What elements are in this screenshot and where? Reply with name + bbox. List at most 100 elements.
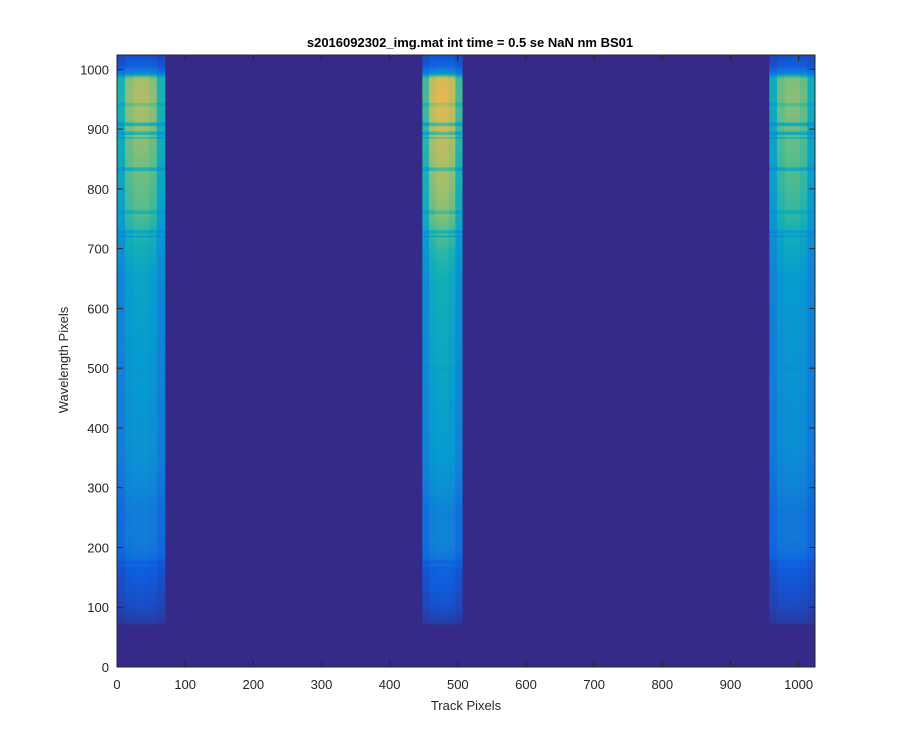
heatmap-cell xyxy=(428,147,437,150)
heatmap-cell xyxy=(422,258,430,261)
heatmap-cell xyxy=(784,620,793,623)
heatmap-cell xyxy=(442,505,450,509)
heatmap-cell xyxy=(140,112,150,116)
heatmap-cell xyxy=(455,604,463,607)
heatmap-cell xyxy=(448,121,456,125)
heatmap-cell xyxy=(792,311,801,315)
heatmap-cell xyxy=(148,329,158,333)
heatmap-cell xyxy=(784,424,793,428)
heatmap-cell xyxy=(455,276,463,279)
heatmap-cell xyxy=(776,435,786,439)
heatmap-cell xyxy=(428,401,437,405)
heatmap-cell xyxy=(156,430,166,433)
heatmap-cell xyxy=(140,209,150,213)
heatmap-cell xyxy=(448,564,456,568)
heatmap-cell xyxy=(422,252,430,256)
heatmap-cell xyxy=(140,616,150,620)
heatmap-cell xyxy=(124,213,134,216)
heatmap-cell xyxy=(422,563,430,566)
heatmap-cell xyxy=(442,168,450,171)
heatmap-cell xyxy=(799,584,808,587)
heatmap-cell xyxy=(428,502,437,505)
heatmap-cell xyxy=(455,615,463,618)
heatmap-cell xyxy=(435,288,443,292)
heatmap-cell xyxy=(455,311,463,315)
heatmap-cell xyxy=(455,236,463,240)
heatmap-cell xyxy=(455,134,463,137)
heatmap-cell xyxy=(455,98,463,102)
heatmap-cell xyxy=(124,505,134,509)
heatmap-cell xyxy=(117,220,126,223)
heatmap-cell xyxy=(776,414,786,417)
heatmap-cell xyxy=(442,550,450,553)
heatmap-cell xyxy=(442,267,450,270)
heatmap-cell xyxy=(124,575,134,578)
heatmap-cell xyxy=(148,306,158,309)
heatmap-cell xyxy=(455,206,463,209)
heatmap-cell xyxy=(807,451,815,455)
heatmap-cell xyxy=(435,505,443,509)
heatmap-cell xyxy=(148,424,158,428)
heatmap-cell xyxy=(807,480,815,483)
heatmap-cell xyxy=(140,193,150,197)
heatmap-cell xyxy=(140,351,150,354)
heatmap-cell xyxy=(428,138,437,141)
heatmap-cell xyxy=(455,480,463,483)
heatmap-cell xyxy=(132,584,142,587)
heatmap-cell xyxy=(132,485,142,489)
heatmap-cell xyxy=(117,408,126,412)
heatmap-cell xyxy=(442,502,450,505)
heatmap-cell xyxy=(448,355,456,358)
heatmap-cell xyxy=(442,606,450,609)
heatmap-cell xyxy=(140,195,150,198)
heatmap-cell xyxy=(148,322,158,326)
heatmap-cell xyxy=(132,602,142,605)
heatmap-cell xyxy=(807,530,815,534)
heatmap-cell xyxy=(124,233,134,236)
heatmap-cell xyxy=(442,55,450,57)
heatmap-cell xyxy=(428,315,437,318)
heatmap-cell xyxy=(435,274,443,277)
heatmap-cell xyxy=(156,279,166,283)
heatmap-cell xyxy=(455,378,463,381)
heatmap-cell xyxy=(792,446,801,449)
heatmap-cell xyxy=(448,80,456,84)
heatmap-cell xyxy=(799,620,808,623)
heatmap-cell xyxy=(807,618,815,621)
heatmap-cell xyxy=(117,419,126,422)
heatmap-cell xyxy=(776,358,786,361)
heatmap-cell xyxy=(442,261,450,265)
heatmap-cell xyxy=(428,294,437,297)
heatmap-cell xyxy=(148,543,158,546)
heatmap-cell xyxy=(792,577,801,580)
heatmap-cell xyxy=(448,453,456,457)
heatmap-cell xyxy=(428,188,437,191)
heatmap-cell xyxy=(132,539,142,543)
heatmap-cell xyxy=(428,199,437,202)
heatmap-cell xyxy=(148,541,158,544)
heatmap-cell xyxy=(776,528,786,532)
heatmap-cell xyxy=(148,528,158,532)
heatmap-cell xyxy=(776,277,786,281)
heatmap-cell xyxy=(448,390,456,394)
heatmap-cell xyxy=(799,532,808,535)
heatmap-cell xyxy=(448,317,456,320)
heatmap-cell xyxy=(422,243,430,247)
heatmap-cell xyxy=(807,356,815,360)
heatmap-cell xyxy=(428,588,437,591)
heatmap-cell xyxy=(792,598,801,602)
heatmap-cell xyxy=(448,100,456,103)
heatmap-cell xyxy=(435,600,443,604)
heatmap-cell xyxy=(117,615,126,618)
heatmap-cell xyxy=(148,430,158,433)
heatmap-cell xyxy=(422,530,430,534)
heatmap-cell xyxy=(148,380,158,383)
heatmap-cell xyxy=(148,383,158,387)
heatmap-cell xyxy=(140,428,150,431)
heatmap-cell xyxy=(769,503,778,507)
heatmap-cell xyxy=(442,441,450,444)
heatmap-cell xyxy=(784,371,793,374)
heatmap-cell xyxy=(156,389,166,392)
heatmap-cell xyxy=(117,150,126,154)
heatmap-cell xyxy=(776,389,786,392)
